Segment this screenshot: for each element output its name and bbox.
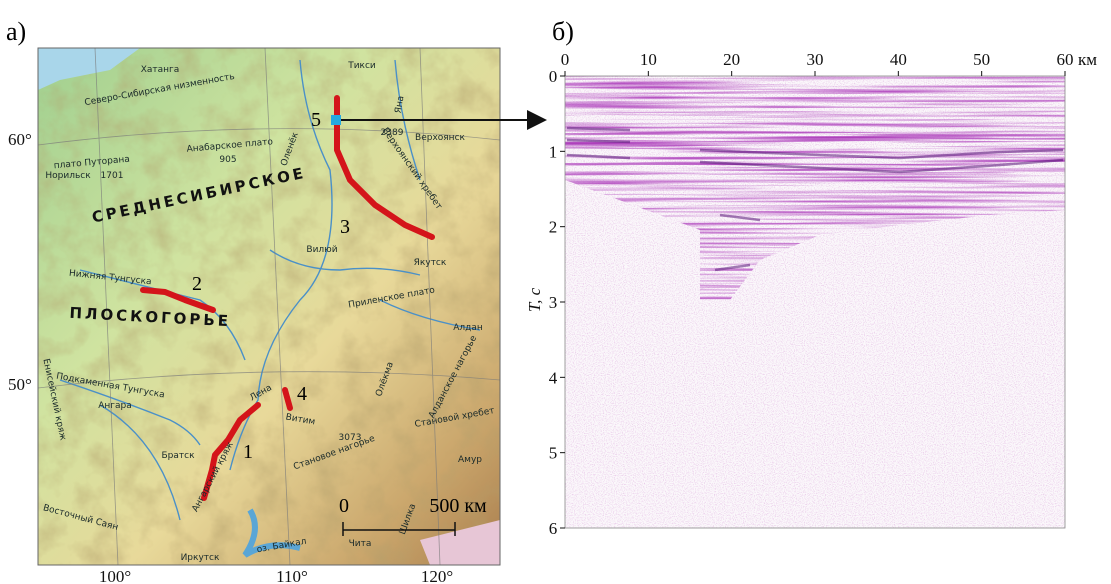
place-name: 2389 (381, 128, 404, 138)
scale-start: 0 (339, 495, 349, 517)
y-axis-label: T, c (525, 287, 544, 312)
y-tick-label: 2 (549, 218, 558, 237)
x-tick-label: 30 (807, 50, 824, 69)
x-axis-unit: км (1078, 50, 1097, 69)
longitude-label: 110° (276, 567, 308, 584)
place-name: Алдан (453, 323, 483, 333)
y-tick-label: 4 (549, 368, 558, 387)
profile-number: 3 (340, 216, 350, 238)
y-tick-label: 0 (549, 67, 558, 86)
panel-label: б) (552, 17, 574, 46)
place-name: Норильск (45, 171, 91, 181)
x-tick-label: 20 (723, 50, 740, 69)
x-tick-label: 40 (890, 50, 907, 69)
x-tick-label: 0 (561, 50, 570, 69)
place-name: Братск (161, 451, 195, 461)
x-tick-label: 60 (1057, 50, 1074, 69)
place-name: Амур (458, 455, 482, 465)
y-tick-label: 5 (549, 444, 558, 463)
profile-number: 1 (243, 441, 253, 463)
figure: а) б) Северо-Сибир (0, 0, 1111, 584)
place-name: Ангара (98, 401, 132, 411)
longitude-label: 120° (421, 567, 453, 584)
scale-end: 500 км (429, 495, 487, 517)
map: Северо-Сибирская низменностьХатангаАнаба… (38, 48, 500, 565)
place-name: 905 (219, 155, 236, 165)
latitude-label: 50° (8, 375, 32, 394)
place-name: 3073 (339, 433, 362, 443)
panel-label: а) (6, 17, 26, 46)
place-name: Иркутск (181, 553, 220, 563)
place-name: Вилюй (306, 245, 337, 255)
y-tick-label: 1 (549, 142, 558, 161)
x-tick-label: 50 (973, 50, 990, 69)
profile-number: 5 (311, 109, 321, 131)
seismic-section (565, 76, 1065, 528)
place-name: Чита (349, 539, 372, 549)
place-name: Якутск (414, 258, 447, 268)
longitude-label: 100° (99, 567, 131, 584)
y-tick-label: 3 (549, 293, 558, 312)
place-name: 1701 (101, 171, 124, 181)
place-name: Хатанга (141, 65, 180, 75)
place-name: Верхоянск (415, 133, 466, 143)
place-name: Тикси (347, 61, 376, 71)
profile-5-marker (331, 115, 341, 125)
x-tick-label: 10 (640, 50, 657, 69)
y-tick-label: 6 (549, 519, 558, 538)
profile-number: 2 (192, 273, 202, 295)
latitude-label: 60° (8, 130, 32, 149)
profile-number: 4 (297, 383, 307, 405)
